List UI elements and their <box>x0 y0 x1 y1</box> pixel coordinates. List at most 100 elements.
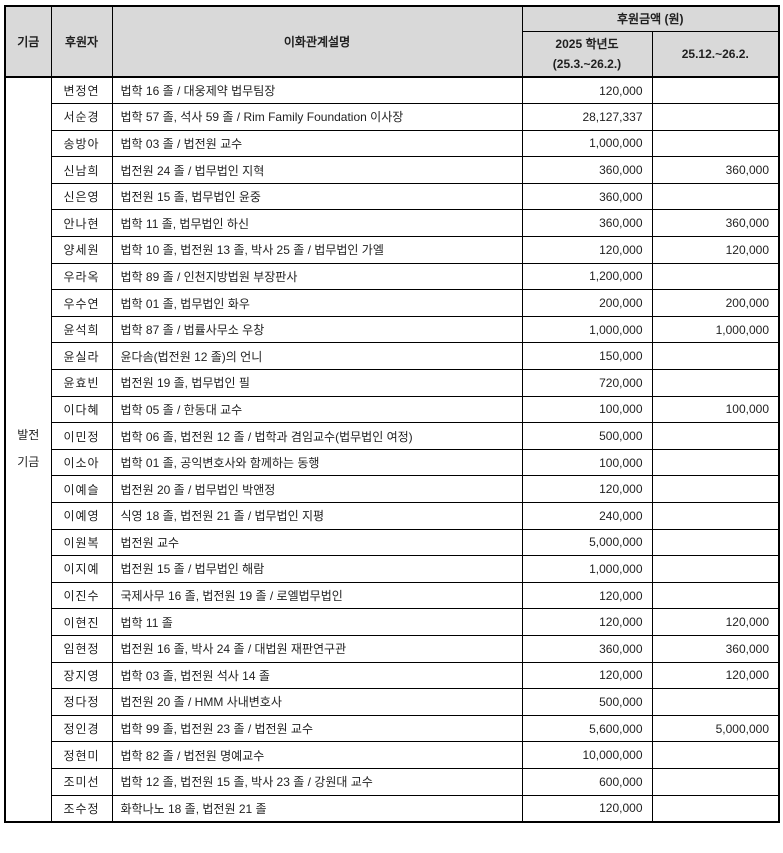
donor-name: 윤실라 <box>50 342 113 371</box>
amount-2025: 1,000,000 <box>521 315 653 344</box>
donor-name: 변정연 <box>50 76 113 105</box>
amount-recent <box>651 581 780 610</box>
table-row: 우라옥 법학 89 졸 / 인천지방법원 부장판사 1,200,000 <box>5 262 780 291</box>
amount-recent <box>651 129 780 158</box>
fund-name-line2: 기금 <box>17 455 40 470</box>
amount-recent: 120,000 <box>651 661 780 690</box>
amount-2025: 240,000 <box>521 502 653 530</box>
relation-description: 법학 05 졸 / 한동대 교수 <box>111 395 523 424</box>
amount-2025: 120,000 <box>521 581 653 610</box>
table-row: 발전 기금 변정연 법학 16 졸 / 대웅제약 법무팀장 120,000 <box>4 76 780 823</box>
amount-recent <box>651 76 780 105</box>
amount-recent <box>651 422 780 450</box>
amount-2025: 100,000 <box>521 448 653 477</box>
fund-name-line1: 발전 <box>17 428 40 443</box>
table-row: 이예슬 법전원 20 졸 / 법무법인 박앤정 120,000 <box>5 475 780 503</box>
amount-2025: 5,600,000 <box>521 714 653 743</box>
relation-description: 법학 01 졸, 법무법인 화우 <box>111 289 523 317</box>
relation-description: 법학 57 졸, 석사 59 졸 / Rim Family Foundation… <box>111 103 523 131</box>
relation-description: 법전원 16 졸, 박사 24 졸 / 대법원 재판연구관 <box>111 634 523 663</box>
relation-description: 윤다솜(법전원 12 졸)의 언니 <box>111 342 523 371</box>
relation-description: 법학 11 졸 <box>111 608 523 636</box>
table-row: 우수연 법학 01 졸, 법무법인 화우 200,000 200,000 <box>5 289 780 317</box>
relation-description: 화학나노 18 졸, 법전원 21 졸 <box>111 794 523 823</box>
donor-name: 이다혜 <box>50 395 113 424</box>
table-row: 이다혜 법학 05 졸 / 한동대 교수 100,000 100,000 <box>5 395 780 424</box>
donor-name: 우수연 <box>50 289 113 317</box>
relation-description: 법학 10 졸, 법전원 13 졸, 박사 25 졸 / 법무법인 가엘 <box>111 236 523 264</box>
amount-recent <box>651 794 780 823</box>
donor-name: 이예영 <box>50 502 113 530</box>
donor-name: 정다정 <box>50 688 113 716</box>
donor-name: 송방아 <box>50 129 113 158</box>
amount-2025: 100,000 <box>521 395 653 424</box>
table-row: 신은영 법전원 15 졸, 법무법인 윤중 360,000 <box>5 182 780 211</box>
donor-name: 이진수 <box>50 581 113 610</box>
donor-name: 정현미 <box>50 741 113 769</box>
amount-2025: 10,000,000 <box>521 741 653 769</box>
table-row: 이지예 법전원 15 졸 / 법무법인 해람 1,000,000 <box>5 555 780 583</box>
table-body: 발전 기금 변정연 법학 16 졸 / 대웅제약 법무팀장 120,000 서순경… <box>4 76 780 823</box>
relation-description: 법학 01 졸, 공익변호사와 함께하는 동행 <box>111 448 523 477</box>
table-row: 이원복 법전원 교수 5,000,000 <box>5 528 780 557</box>
amount-recent <box>651 688 780 716</box>
amount-recent <box>651 369 780 397</box>
donor-name: 이민정 <box>50 422 113 450</box>
relation-description: 법전원 교수 <box>111 528 523 557</box>
table-row: 윤실라 윤다솜(법전원 12 졸)의 언니 150,000 <box>5 342 780 371</box>
table-row: 이현진 법학 11 졸 120,000 120,000 <box>5 608 780 636</box>
header-amount-2025-line2: (25.3.~26.2.) <box>552 56 622 71</box>
amount-recent <box>651 448 780 477</box>
donor-name: 윤석희 <box>50 315 113 344</box>
amount-2025: 120,000 <box>521 236 653 264</box>
donor-name: 정인경 <box>50 714 113 743</box>
amount-2025: 120,000 <box>521 608 653 636</box>
amount-recent: 1,000,000 <box>651 315 780 344</box>
relation-description: 법학 87 졸 / 법률사무소 우창 <box>111 315 523 344</box>
donor-name: 조수정 <box>50 794 113 823</box>
amount-2025: 500,000 <box>521 688 653 716</box>
donor-name: 서순경 <box>50 103 113 131</box>
amount-2025: 500,000 <box>521 422 653 450</box>
amount-2025: 720,000 <box>521 369 653 397</box>
donor-name: 안나현 <box>50 209 113 238</box>
donation-table: 기금 후원자 이화관계설명 후원금액 (원) 2025 학년도 (25.3.~2… <box>4 5 780 823</box>
amount-recent: 5,000,000 <box>651 714 780 743</box>
donor-name: 윤효빈 <box>50 369 113 397</box>
donor-name: 이지예 <box>50 555 113 583</box>
table-row: 조수정 화학나노 18 졸, 법전원 21 졸 120,000 <box>5 794 780 823</box>
table-row: 정인경 법학 99 졸, 법전원 23 졸 / 법전원 교수 5,600,000… <box>5 714 780 743</box>
donor-name: 이현진 <box>50 608 113 636</box>
amount-2025: 360,000 <box>521 182 653 211</box>
relation-description: 법전원 20 졸 / 법무법인 박앤정 <box>111 475 523 503</box>
donor-name: 장지영 <box>50 661 113 690</box>
amount-2025: 360,000 <box>521 156 653 184</box>
relation-description: 법전원 24 졸 / 법무법인 지혁 <box>111 156 523 184</box>
amount-2025: 120,000 <box>521 794 653 823</box>
relation-description: 법전원 19 졸, 법무법인 필 <box>111 369 523 397</box>
relation-description: 법학 03 졸 / 법전원 교수 <box>111 129 523 158</box>
amount-2025: 120,000 <box>521 76 653 105</box>
donor-name: 신남희 <box>50 156 113 184</box>
donor-name: 이원복 <box>50 528 113 557</box>
table-row: 이예영 식영 18 졸, 법전원 21 졸 / 법무법인 지평 240,000 <box>5 502 780 530</box>
amount-recent: 360,000 <box>651 634 780 663</box>
table-row: 임현정 법전원 16 졸, 박사 24 졸 / 대법원 재판연구관 360,00… <box>5 634 780 663</box>
table-row: 신남희 법전원 24 졸 / 법무법인 지혁 360,000 360,000 <box>5 156 780 184</box>
donor-name: 임현정 <box>50 634 113 663</box>
amount-recent <box>651 555 780 583</box>
amount-2025: 5,000,000 <box>521 528 653 557</box>
relation-description: 법학 06 졸, 법전원 12 졸 / 법학과 겸임교수(법무법인 여정) <box>111 422 523 450</box>
table-row: 정현미 법학 82 졸 / 법전원 명예교수 10,000,000 <box>5 741 780 769</box>
relation-description: 법전원 15 졸 / 법무법인 해람 <box>111 555 523 583</box>
amount-2025: 150,000 <box>521 342 653 371</box>
amount-recent: 200,000 <box>651 289 780 317</box>
header-fund: 기금 <box>4 5 52 78</box>
amount-recent: 360,000 <box>651 156 780 184</box>
header-amount-group: 후원금액 (원) <box>521 5 780 32</box>
amount-2025: 360,000 <box>521 209 653 238</box>
amount-2025: 200,000 <box>521 289 653 317</box>
table-header: 기금 후원자 이화관계설명 후원금액 (원) 2025 학년도 (25.3.~2… <box>4 5 780 78</box>
amount-2025: 1,200,000 <box>521 262 653 291</box>
amount-2025: 1,000,000 <box>521 129 653 158</box>
